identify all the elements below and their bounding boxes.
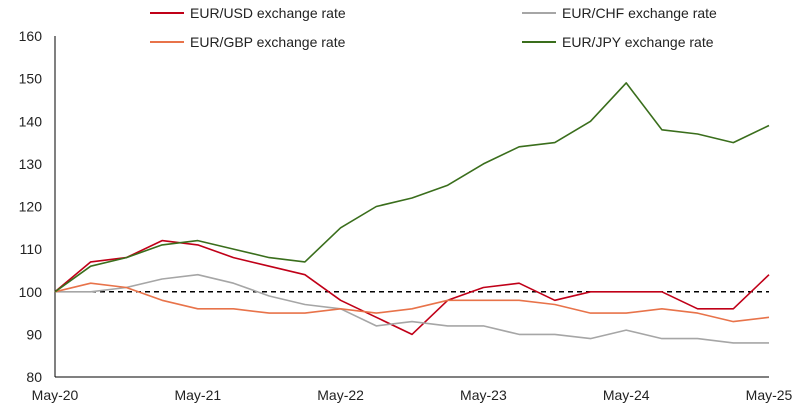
series-line-eur-jpy: [54, 82, 770, 293]
y-tick-label: 130: [19, 156, 43, 172]
series-group: [54, 82, 770, 344]
x-tick-label: May-21: [174, 387, 221, 403]
legend-label-eur-gbp: EUR/GBP exchange rate: [190, 34, 346, 50]
legend-label-eur-jpy: EUR/JPY exchange rate: [562, 34, 714, 50]
x-tick-label: May-22: [317, 387, 364, 403]
legend-label-eur-chf: EUR/CHF exchange rate: [562, 5, 717, 21]
x-tick-label: May-20: [32, 387, 79, 403]
x-axis: May-20 May-21 May-22 May-23 May-24 May-25: [32, 376, 793, 403]
y-tick-label: 140: [19, 113, 43, 129]
y-tick-label: 90: [26, 326, 42, 342]
x-tick-label: May-23: [460, 387, 507, 403]
series-line-eur-chf: [55, 273, 769, 344]
legend: EUR/USD exchange rate EUR/CHF exchange ra…: [150, 5, 717, 50]
legend-label-eur-usd: EUR/USD exchange rate: [190, 5, 346, 21]
series-line-eur-gbp: [54, 282, 770, 323]
y-tick-label: 160: [19, 28, 43, 44]
y-axis: 80 90 100 110 120 130 140 150 160: [19, 28, 56, 385]
y-tick-label: 120: [19, 199, 43, 215]
y-tick-label: 110: [20, 241, 43, 257]
y-tick-label: 80: [26, 369, 42, 385]
y-tick-label: 100: [19, 284, 43, 300]
x-tick-label: May-25: [746, 387, 793, 403]
y-tick-label: 150: [19, 71, 43, 87]
series-line-eur-usd: [54, 239, 770, 336]
x-tick-label: May-24: [603, 387, 650, 403]
